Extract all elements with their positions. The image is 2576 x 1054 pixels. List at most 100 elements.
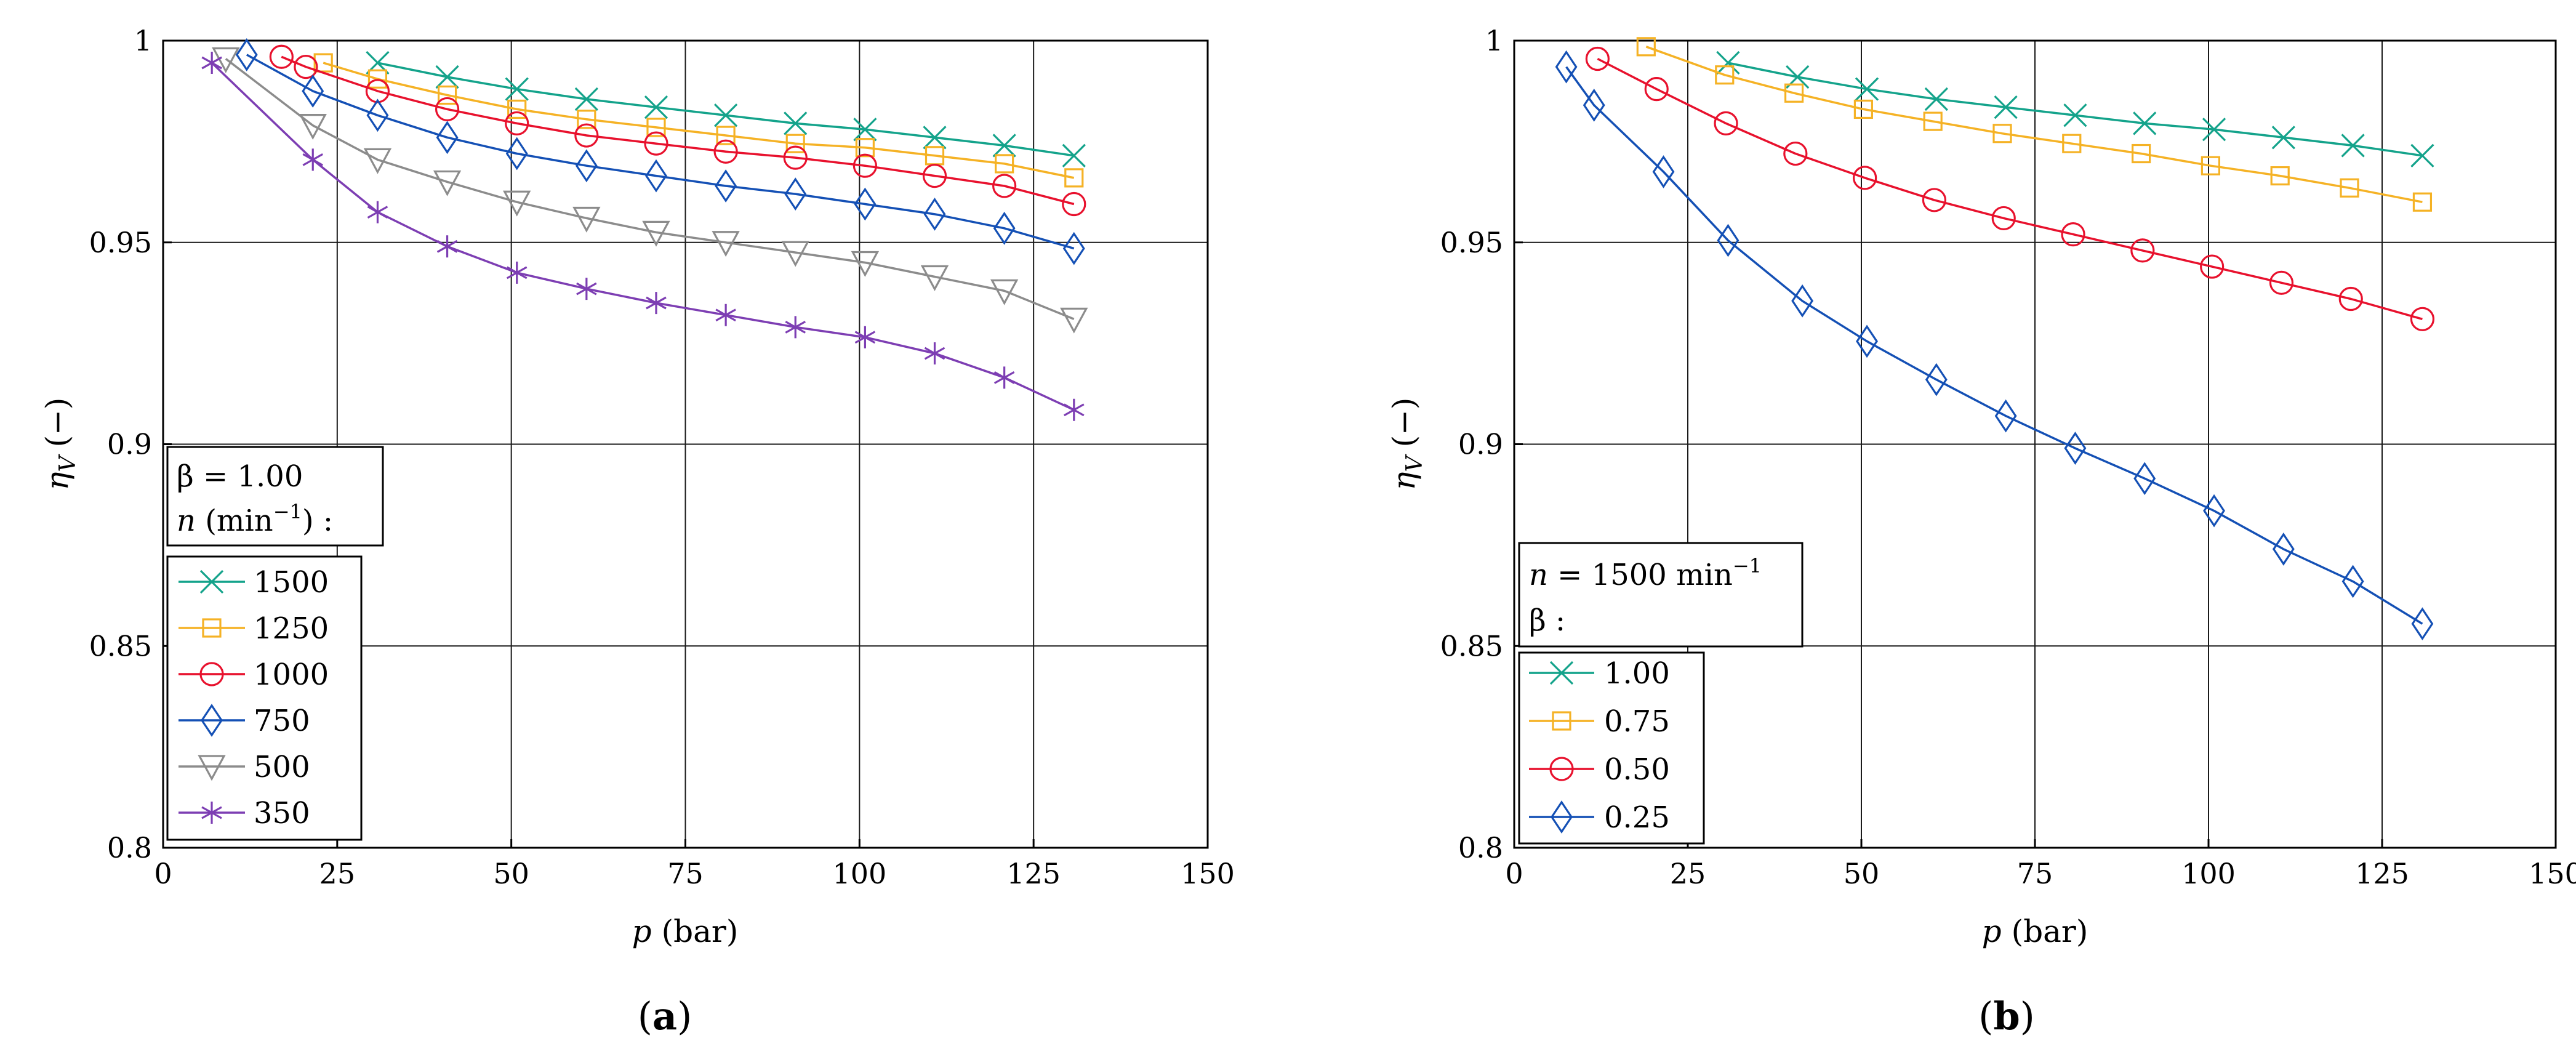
data-point-1000 bbox=[853, 153, 877, 178]
data-point-750 bbox=[854, 187, 877, 221]
series-line-1500 bbox=[377, 62, 1075, 157]
data-point-1.00 bbox=[2410, 143, 2434, 167]
data-point-350 bbox=[854, 326, 876, 348]
data-point-750 bbox=[715, 169, 737, 203]
data-point-1500 bbox=[1062, 143, 1086, 167]
data-point-1250 bbox=[507, 99, 527, 119]
data-point-1000 bbox=[644, 131, 668, 156]
data-point-750 bbox=[302, 74, 324, 108]
series-a-1500 bbox=[366, 50, 1086, 167]
series-line-750 bbox=[246, 54, 1075, 250]
data-point-500 bbox=[920, 265, 949, 291]
data-point-0.50 bbox=[1991, 206, 2016, 231]
data-point-1000 bbox=[505, 111, 529, 135]
subfigure-label-a: (a) bbox=[638, 994, 692, 1039]
data-point-0.25 bbox=[2133, 462, 2156, 496]
legend-a: 1500 1250 1000 750 500 350 bbox=[166, 555, 363, 841]
y-tick-label: 0.9 bbox=[107, 428, 152, 461]
legend-header-a-line2: n (min−1) : bbox=[177, 500, 333, 538]
data-point-350 bbox=[367, 201, 388, 223]
y-axis-label-a: ηV(−) bbox=[39, 398, 81, 491]
data-point-0.75 bbox=[2412, 192, 2433, 212]
data-point-0.25 bbox=[1791, 284, 1814, 318]
legend-item-500: 500 bbox=[179, 750, 310, 784]
series-b bbox=[1555, 37, 2435, 641]
legend-swatch-marker bbox=[201, 704, 223, 737]
data-point-500 bbox=[299, 114, 327, 140]
data-point-0.75 bbox=[1715, 65, 1735, 85]
data-point-0.75 bbox=[2062, 134, 2082, 153]
y-tick-label: 0.8 bbox=[1458, 831, 1503, 864]
data-point-500 bbox=[212, 47, 240, 73]
data-point-750 bbox=[645, 159, 667, 193]
data-point-1500 bbox=[853, 118, 877, 142]
data-point-0.75 bbox=[2270, 166, 2290, 186]
data-point-1.00 bbox=[2063, 103, 2087, 127]
y-tick-label: 1 bbox=[1485, 24, 1503, 57]
data-point-500 bbox=[433, 170, 462, 196]
series-line-1000 bbox=[281, 55, 1075, 206]
data-point-750 bbox=[505, 137, 528, 171]
series-line-500 bbox=[225, 58, 1075, 320]
legend-item-0.75: 0.75 bbox=[1529, 704, 1670, 739]
data-point-1250 bbox=[313, 53, 333, 73]
legend-swatch-marker bbox=[198, 755, 226, 781]
series-b-0.50 bbox=[1585, 46, 2435, 331]
data-point-500 bbox=[572, 206, 601, 233]
data-point-750 bbox=[993, 211, 1016, 245]
data-point-1.00 bbox=[1716, 50, 1740, 75]
legend-item-1250: 1250 bbox=[179, 611, 329, 646]
y-tick-label: 0.8 bbox=[107, 831, 152, 864]
legend-label: 0.25 bbox=[1604, 800, 1670, 835]
data-point-1000 bbox=[294, 55, 318, 79]
legend-item-1500: 1500 bbox=[179, 565, 329, 600]
data-point-350 bbox=[506, 261, 528, 284]
data-point-1500 bbox=[574, 87, 598, 111]
data-point-1250 bbox=[716, 126, 736, 145]
data-point-0.50 bbox=[1714, 111, 1738, 135]
data-point-350 bbox=[302, 148, 324, 171]
data-point-0.75 bbox=[1636, 37, 1656, 57]
data-point-0.50 bbox=[1585, 46, 1610, 71]
data-point-1.00 bbox=[2341, 134, 2365, 158]
data-point-0.75 bbox=[1992, 124, 2012, 143]
x-tick-label: 125 bbox=[2355, 857, 2409, 890]
data-point-350 bbox=[715, 304, 736, 326]
data-point-350 bbox=[993, 366, 1015, 389]
data-point-1.00 bbox=[2133, 111, 2157, 135]
legend-label: 750 bbox=[254, 704, 310, 738]
legend-b: 1.00 0.75 0.50 0.25 bbox=[1518, 651, 1705, 845]
y-tick-label: 0.95 bbox=[1440, 226, 1503, 259]
data-point-0.50 bbox=[2061, 222, 2085, 247]
legend-label: 1.00 bbox=[1604, 656, 1670, 691]
legend-swatch-marker bbox=[202, 618, 222, 638]
data-point-1500 bbox=[992, 134, 1016, 158]
series-a-1250 bbox=[313, 53, 1084, 188]
data-point-1000 bbox=[435, 97, 460, 122]
panel-a: 0 25 50 75 100 125 150 0.8 0.85 0.9 0.95 1 p (bar)… bbox=[39, 24, 1235, 1039]
legend-label: 500 bbox=[254, 750, 310, 784]
legend-header-b: n = 1500 min−1 β : bbox=[1518, 542, 1804, 648]
data-point-750 bbox=[1062, 231, 1085, 265]
data-point-350 bbox=[924, 342, 945, 365]
data-point-1500 bbox=[644, 95, 668, 119]
series-line-1.00 bbox=[1728, 62, 2423, 157]
data-point-1500 bbox=[713, 103, 738, 127]
data-point-500 bbox=[781, 241, 809, 267]
data-point-1250 bbox=[995, 154, 1014, 174]
data-point-350 bbox=[201, 52, 222, 74]
data-point-1.00 bbox=[1924, 87, 1948, 111]
data-point-0.50 bbox=[2338, 286, 2363, 312]
y-tick-label: 0.85 bbox=[1440, 629, 1503, 662]
legend-label: 0.50 bbox=[1604, 752, 1670, 787]
x-tick-label: 75 bbox=[667, 857, 704, 890]
legend-label: 1000 bbox=[254, 658, 329, 692]
data-point-0.75 bbox=[1853, 99, 1873, 119]
data-point-0.25 bbox=[1555, 50, 1578, 84]
series-line-0.75 bbox=[1645, 46, 2423, 203]
data-point-500 bbox=[990, 279, 1019, 305]
data-point-1250 bbox=[367, 69, 388, 89]
data-point-0.75 bbox=[2201, 156, 2220, 175]
data-point-1500 bbox=[505, 77, 529, 101]
